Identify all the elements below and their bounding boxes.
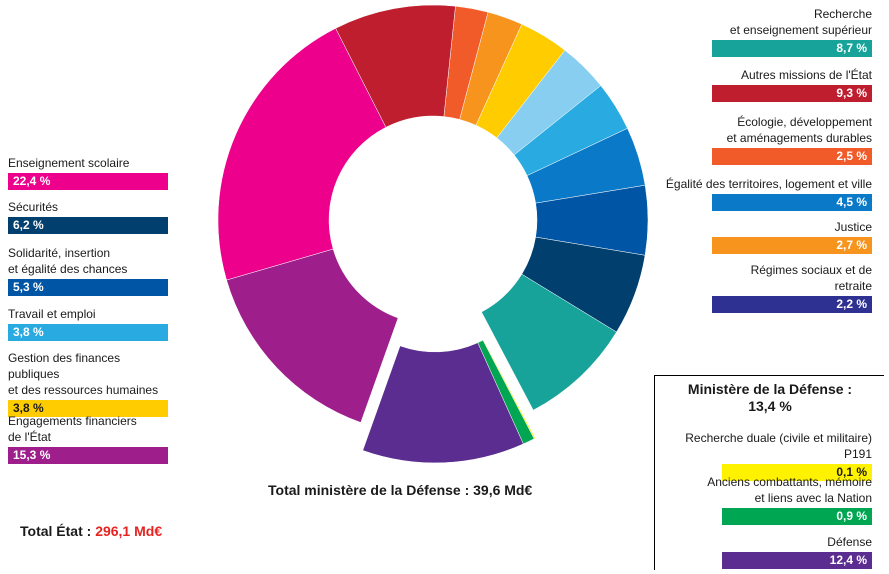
legend-value: 4,5 %: [712, 194, 872, 211]
legend-value: 22,4 %: [8, 173, 168, 190]
defense-box-title: Ministère de la Défense : 13,4 %: [660, 381, 880, 415]
legend-item-justice: Justice 2,7 %: [712, 219, 872, 254]
legend-item-travail-emploi: Travail et emploi 3,8 %: [8, 306, 168, 341]
defense-item-label: Recherche duale (civile et militaire) P1…: [660, 430, 872, 462]
total-defense: Total ministère de la Défense : 39,6 Md€: [268, 482, 532, 498]
legend-label: Égalité des territoires, logement et vil…: [662, 176, 872, 192]
defense-item-defense: Défense 12,4 %: [660, 534, 872, 569]
legend-item-securites: Sécurités 6,2 %: [8, 199, 168, 234]
total-etat: Total État : 296,1 Md€: [20, 523, 162, 539]
legend-item-recherche-enseignement-superieur: Recherche et enseignement supérieur 8,7 …: [712, 6, 872, 57]
legend-value: 2,5 %: [712, 148, 872, 165]
legend-label: Gestion des finances publiques et des re…: [8, 350, 168, 398]
legend-value: 3,8 %: [8, 324, 168, 341]
legend-item-ecologie: Écologie, développement et aménagements …: [712, 114, 872, 165]
legend-label: Écologie, développement et aménagements …: [712, 114, 872, 146]
legend-label: Engagements financiers de l'État: [8, 413, 168, 445]
legend-item-engagements-financiers: Engagements financiers de l'État 15,3 %: [8, 413, 168, 464]
legend-item-solidarite: Solidarité, insertion et égalité des cha…: [8, 245, 168, 296]
defense-item-anciens-combattants: Anciens combattants, mémoire et liens av…: [660, 474, 872, 525]
legend-label: Travail et emploi: [8, 306, 168, 322]
defense-item-label: Défense: [660, 534, 872, 550]
legend-item-enseignement-scolaire: Enseignement scolaire 22,4 %: [8, 155, 168, 190]
legend-label: Autres missions de l'État: [712, 67, 872, 83]
legend-value: 9,3 %: [712, 85, 872, 102]
legend-item-regimes-sociaux: Régimes sociaux et de retraite 2,2 %: [712, 262, 872, 313]
donut-slice-10: [227, 249, 399, 422]
legend-label: Sécurités: [8, 199, 168, 215]
legend-value: 6,2 %: [8, 217, 168, 234]
legend-value: 8,7 %: [712, 40, 872, 57]
legend-value: 5,3 %: [8, 279, 168, 296]
legend-label: Enseignement scolaire: [8, 155, 168, 171]
donut-slice-defense-2: [363, 343, 524, 463]
legend-label: Solidarité, insertion et égalité des cha…: [8, 245, 168, 277]
legend-label: Régimes sociaux et de retraite: [712, 262, 872, 294]
total-etat-amount: 296,1 Md€: [95, 523, 162, 539]
legend-label: Justice: [712, 219, 872, 235]
legend-item-autres-missions: Autres missions de l'État 9,3 %: [712, 67, 872, 102]
legend-item-egalite-territoires: Égalité des territoires, logement et vil…: [662, 176, 872, 211]
legend-value: 2,7 %: [712, 237, 872, 254]
defense-item-value: 0,9 %: [722, 508, 872, 525]
defense-item-value: 12,4 %: [722, 552, 872, 569]
legend-value: 2,2 %: [712, 296, 872, 313]
legend-item-gestion-finances: Gestion des finances publiques et des re…: [8, 350, 168, 417]
legend-label: Recherche et enseignement supérieur: [712, 6, 872, 38]
legend-value: 15,3 %: [8, 447, 168, 464]
defense-item-label: Anciens combattants, mémoire et liens av…: [660, 474, 872, 506]
total-etat-label: Total État :: [20, 523, 95, 539]
